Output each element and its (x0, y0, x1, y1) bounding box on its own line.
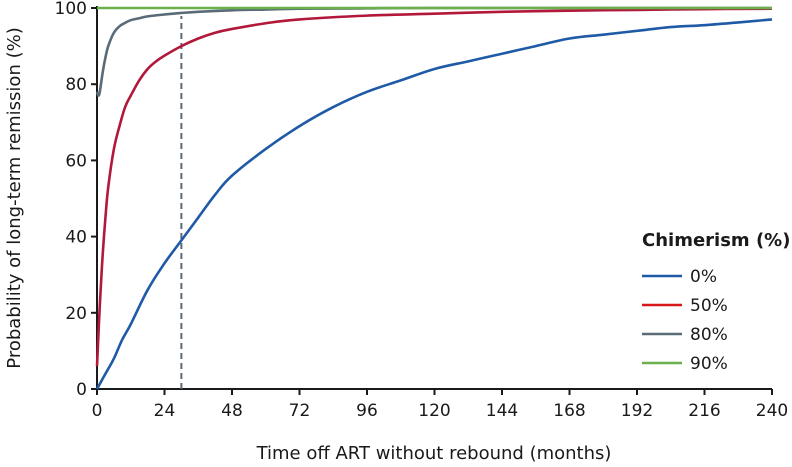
x-axis-title: Time off ART without rebound (months) (256, 443, 612, 464)
x-tick-label: 72 (289, 401, 311, 421)
y-tick-label: 0 (76, 380, 87, 400)
x-tick-label: 144 (486, 401, 518, 421)
x-tick-label: 0 (92, 401, 103, 421)
legend-label: 50% (690, 296, 728, 316)
series-line-50pct (95, 7, 773, 367)
x-tick-label: 120 (418, 401, 450, 421)
legend-label: 90% (690, 354, 728, 374)
x-tick-label: 192 (621, 401, 653, 421)
series-line-0pct (95, 18, 773, 390)
y-tick-label: 80 (65, 75, 87, 95)
x-tick-label: 240 (756, 401, 788, 421)
x-tick-label: 96 (356, 401, 378, 421)
legend-label: 0% (690, 267, 717, 287)
x-tick-label: 168 (553, 401, 585, 421)
x-tick-label: 24 (154, 401, 176, 421)
legend-title: Chimerism (%) (642, 230, 790, 251)
y-tick-label: 40 (65, 228, 87, 248)
series-line-80pct (95, 6, 772, 97)
y-tick-label: 100 (55, 0, 87, 19)
axes: 0 20 40 60 80 100 0 24 48 72 96 120 144 168 192 216 240 (55, 0, 789, 421)
x-tick-label: 48 (221, 401, 243, 421)
plot-area (95, 6, 773, 390)
y-tick-label: 20 (65, 304, 87, 324)
y-tick-label: 60 (65, 151, 87, 171)
x-tick-label: 216 (688, 401, 720, 421)
y-axis-title: Probability of long-term remission (%) (4, 27, 25, 368)
legend: Chimerism (%) 0% 50% 80% 90% (642, 230, 790, 374)
legend-label: 80% (690, 325, 728, 345)
